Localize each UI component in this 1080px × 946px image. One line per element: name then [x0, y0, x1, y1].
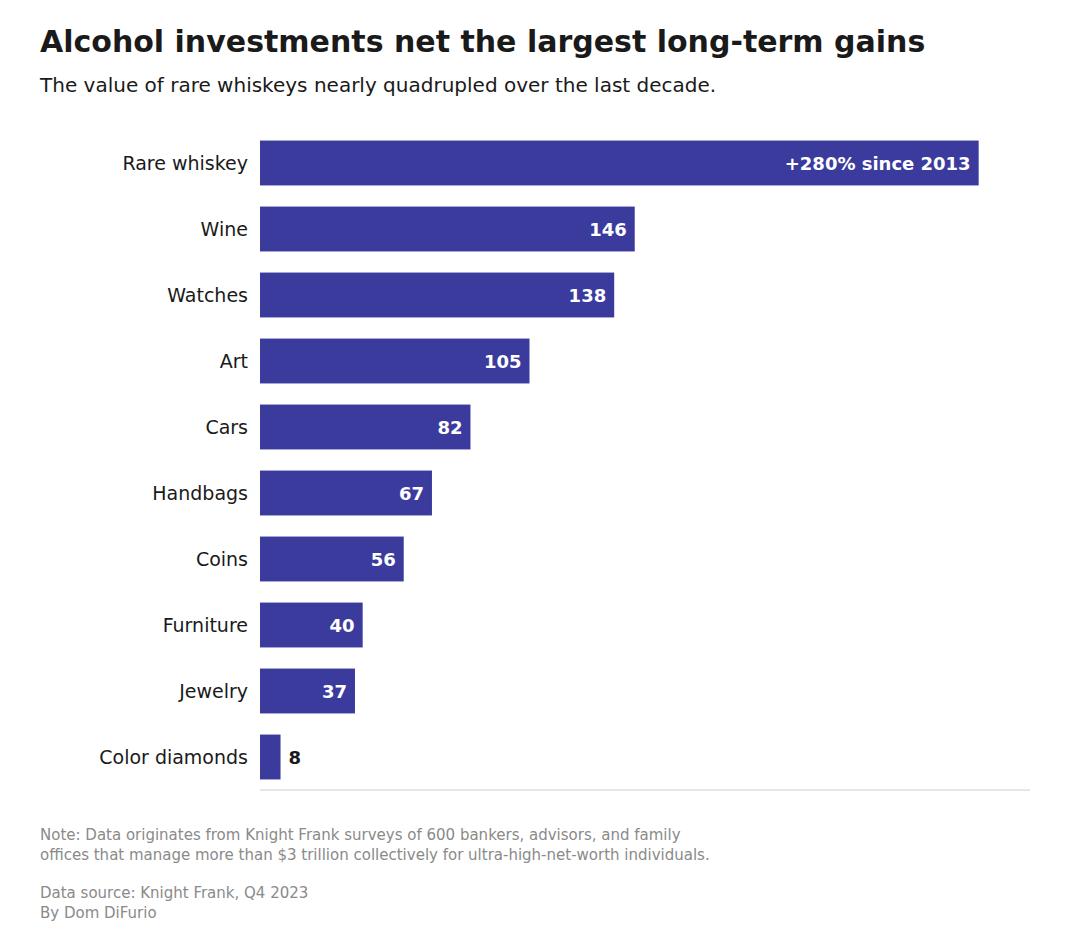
- bar: [260, 405, 470, 450]
- chart: Alcohol investments net the largest long…: [0, 0, 1080, 946]
- bar: [260, 207, 635, 252]
- data-label: 56: [371, 549, 396, 570]
- bar: [260, 603, 363, 648]
- source: Data source: Knight Frank, Q4 2023By Dom…: [40, 884, 308, 922]
- title: Alcohol investments net the largest long…: [40, 24, 925, 59]
- bar: [260, 339, 530, 384]
- data-label: 146: [589, 219, 627, 240]
- data-label: 138: [569, 285, 607, 306]
- data-label: 37: [322, 681, 347, 702]
- data-labels: +280% since 2013 146 138 105 82 67 56 40 37 8: [289, 153, 971, 768]
- category-label: Furniture: [163, 614, 248, 636]
- category-label: Jewelry: [178, 680, 248, 702]
- data-label: 82: [437, 417, 462, 438]
- bar: [260, 471, 432, 516]
- category-label: Cars: [205, 416, 248, 438]
- data-label: 105: [484, 351, 522, 372]
- bar: [260, 273, 614, 318]
- category-labels: Rare whiskey Wine Watches Art Cars Handbags Co…: [99, 152, 248, 768]
- subtitle: The value of rare whiskeys nearly quadru…: [39, 73, 716, 97]
- bar: [260, 537, 404, 582]
- chart-container: Alcohol investments net the largest long…: [0, 0, 1080, 946]
- category-label: Wine: [201, 218, 248, 240]
- category-label: Color diamonds: [99, 746, 248, 768]
- bar: [260, 735, 281, 780]
- x-axis-line: [260, 790, 1030, 791]
- data-label: 67: [399, 483, 424, 504]
- data-label: +280% since 2013: [785, 153, 971, 174]
- category-label: Handbags: [152, 482, 248, 504]
- bar: [260, 141, 979, 186]
- category-label: Watches: [167, 284, 248, 306]
- data-label: 8: [289, 747, 302, 768]
- category-label: Coins: [196, 548, 248, 570]
- category-label: Rare whiskey: [122, 152, 248, 174]
- bar: [260, 669, 355, 714]
- background: [0, 0, 1080, 946]
- note: Note: Data originates from Knight Frank …: [40, 826, 710, 864]
- category-label: Art: [220, 350, 248, 372]
- data-label: 40: [330, 615, 355, 636]
- bars: [260, 141, 979, 780]
